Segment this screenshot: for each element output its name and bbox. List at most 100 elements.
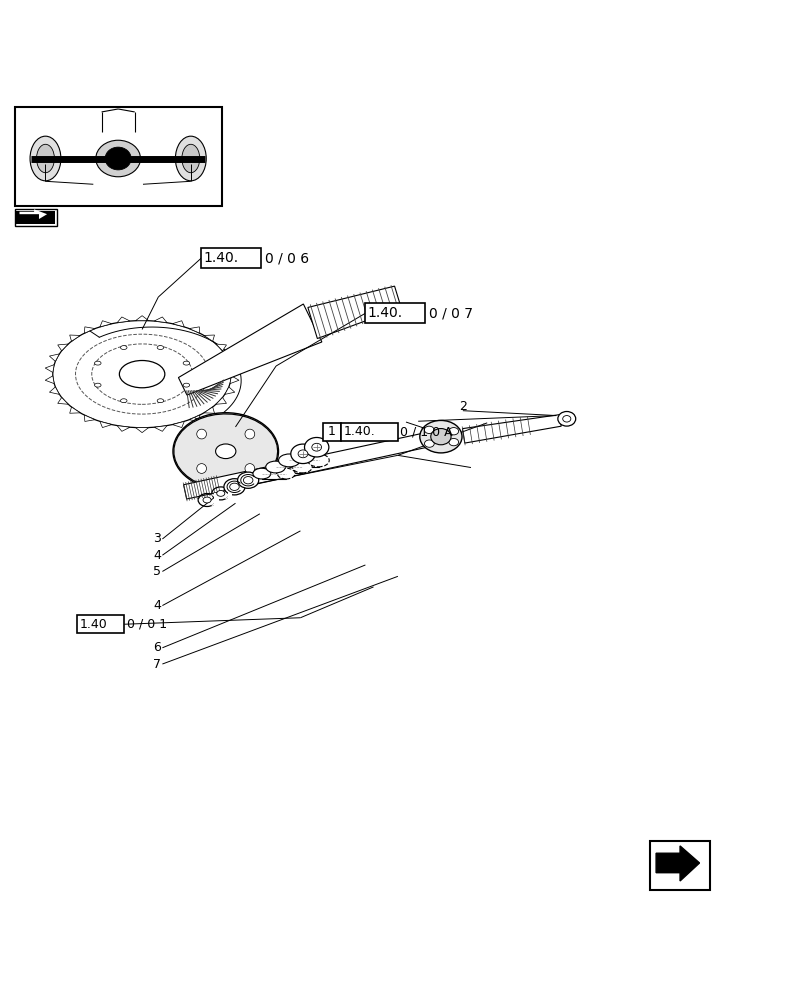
Polygon shape [204, 335, 214, 341]
Text: 1.40.: 1.40. [343, 425, 375, 438]
Bar [649, 841, 710, 890]
Circle shape [196, 429, 206, 439]
Text: 1.40.: 1.40. [204, 251, 238, 265]
Ellipse shape [253, 468, 271, 479]
Ellipse shape [183, 361, 190, 365]
Polygon shape [230, 365, 238, 372]
Ellipse shape [448, 428, 458, 435]
Polygon shape [84, 327, 95, 333]
Ellipse shape [175, 136, 206, 181]
Ellipse shape [307, 454, 328, 467]
Ellipse shape [173, 413, 278, 490]
Polygon shape [216, 397, 226, 404]
Ellipse shape [448, 438, 458, 446]
Polygon shape [183, 432, 431, 499]
Bar [365, 303, 425, 323]
Polygon shape [178, 304, 321, 395]
Text: 6: 6 [152, 641, 161, 654]
Ellipse shape [230, 483, 239, 490]
Ellipse shape [304, 437, 328, 457]
Circle shape [245, 429, 255, 439]
Polygon shape [58, 344, 68, 351]
Polygon shape [21, 213, 50, 221]
Ellipse shape [298, 450, 307, 458]
Text: 4: 4 [152, 599, 161, 612]
Polygon shape [19, 212, 53, 223]
Polygon shape [204, 407, 214, 413]
Ellipse shape [265, 461, 285, 473]
Ellipse shape [119, 360, 165, 388]
Ellipse shape [216, 444, 236, 459]
Text: 1.40: 1.40 [79, 618, 107, 631]
Ellipse shape [94, 383, 101, 387]
Text: 2: 2 [458, 400, 466, 413]
Bar [201, 248, 261, 268]
Ellipse shape [96, 140, 140, 177]
Circle shape [196, 464, 206, 473]
Polygon shape [100, 421, 112, 428]
Text: 0 / 1 0 A: 0 / 1 0 A [400, 425, 453, 438]
Polygon shape [117, 317, 130, 323]
Ellipse shape [183, 383, 190, 387]
Polygon shape [216, 344, 226, 351]
Polygon shape [307, 286, 401, 339]
Polygon shape [154, 317, 167, 323]
Polygon shape [58, 397, 68, 404]
Polygon shape [49, 387, 59, 394]
Polygon shape [230, 376, 238, 384]
Text: 1: 1 [328, 425, 336, 438]
Text: 0 / 0 1: 0 / 0 1 [127, 618, 167, 631]
Polygon shape [84, 415, 95, 421]
Ellipse shape [290, 444, 315, 464]
Ellipse shape [424, 426, 434, 434]
Ellipse shape [278, 454, 299, 467]
Bar [77, 615, 124, 633]
Ellipse shape [424, 440, 434, 447]
Polygon shape [213, 493, 218, 507]
Bar [15, 107, 221, 206]
Polygon shape [462, 415, 560, 443]
Polygon shape [135, 316, 148, 321]
Polygon shape [117, 426, 130, 431]
Ellipse shape [120, 346, 127, 350]
Bar [16, 211, 55, 224]
Ellipse shape [120, 399, 127, 403]
Polygon shape [225, 387, 234, 394]
Polygon shape [45, 376, 54, 384]
Polygon shape [227, 486, 232, 501]
Bar [341, 423, 397, 441]
Ellipse shape [311, 443, 321, 451]
Ellipse shape [419, 420, 461, 453]
Polygon shape [135, 428, 148, 433]
Polygon shape [70, 335, 80, 341]
Polygon shape [172, 421, 184, 428]
Polygon shape [154, 426, 167, 431]
Ellipse shape [430, 429, 450, 445]
Polygon shape [275, 461, 302, 473]
Polygon shape [289, 454, 318, 467]
Polygon shape [655, 846, 698, 881]
Text: 7: 7 [152, 658, 161, 671]
Polygon shape [45, 365, 54, 372]
Ellipse shape [182, 144, 200, 173]
Polygon shape [189, 327, 200, 333]
Ellipse shape [557, 411, 575, 426]
Ellipse shape [562, 416, 570, 422]
Ellipse shape [277, 468, 295, 479]
Polygon shape [189, 415, 200, 421]
Ellipse shape [292, 461, 311, 473]
Ellipse shape [30, 136, 61, 181]
Polygon shape [19, 209, 47, 219]
Ellipse shape [94, 361, 101, 365]
Ellipse shape [203, 497, 211, 503]
Text: 1.40.: 1.40. [367, 306, 402, 320]
Polygon shape [174, 414, 277, 489]
Text: 5: 5 [152, 565, 161, 578]
Ellipse shape [217, 490, 225, 496]
Text: 0 / 0 6: 0 / 0 6 [264, 251, 308, 265]
Ellipse shape [238, 472, 259, 488]
Ellipse shape [105, 147, 131, 170]
Ellipse shape [36, 144, 54, 173]
Circle shape [245, 464, 255, 473]
Polygon shape [70, 407, 80, 413]
